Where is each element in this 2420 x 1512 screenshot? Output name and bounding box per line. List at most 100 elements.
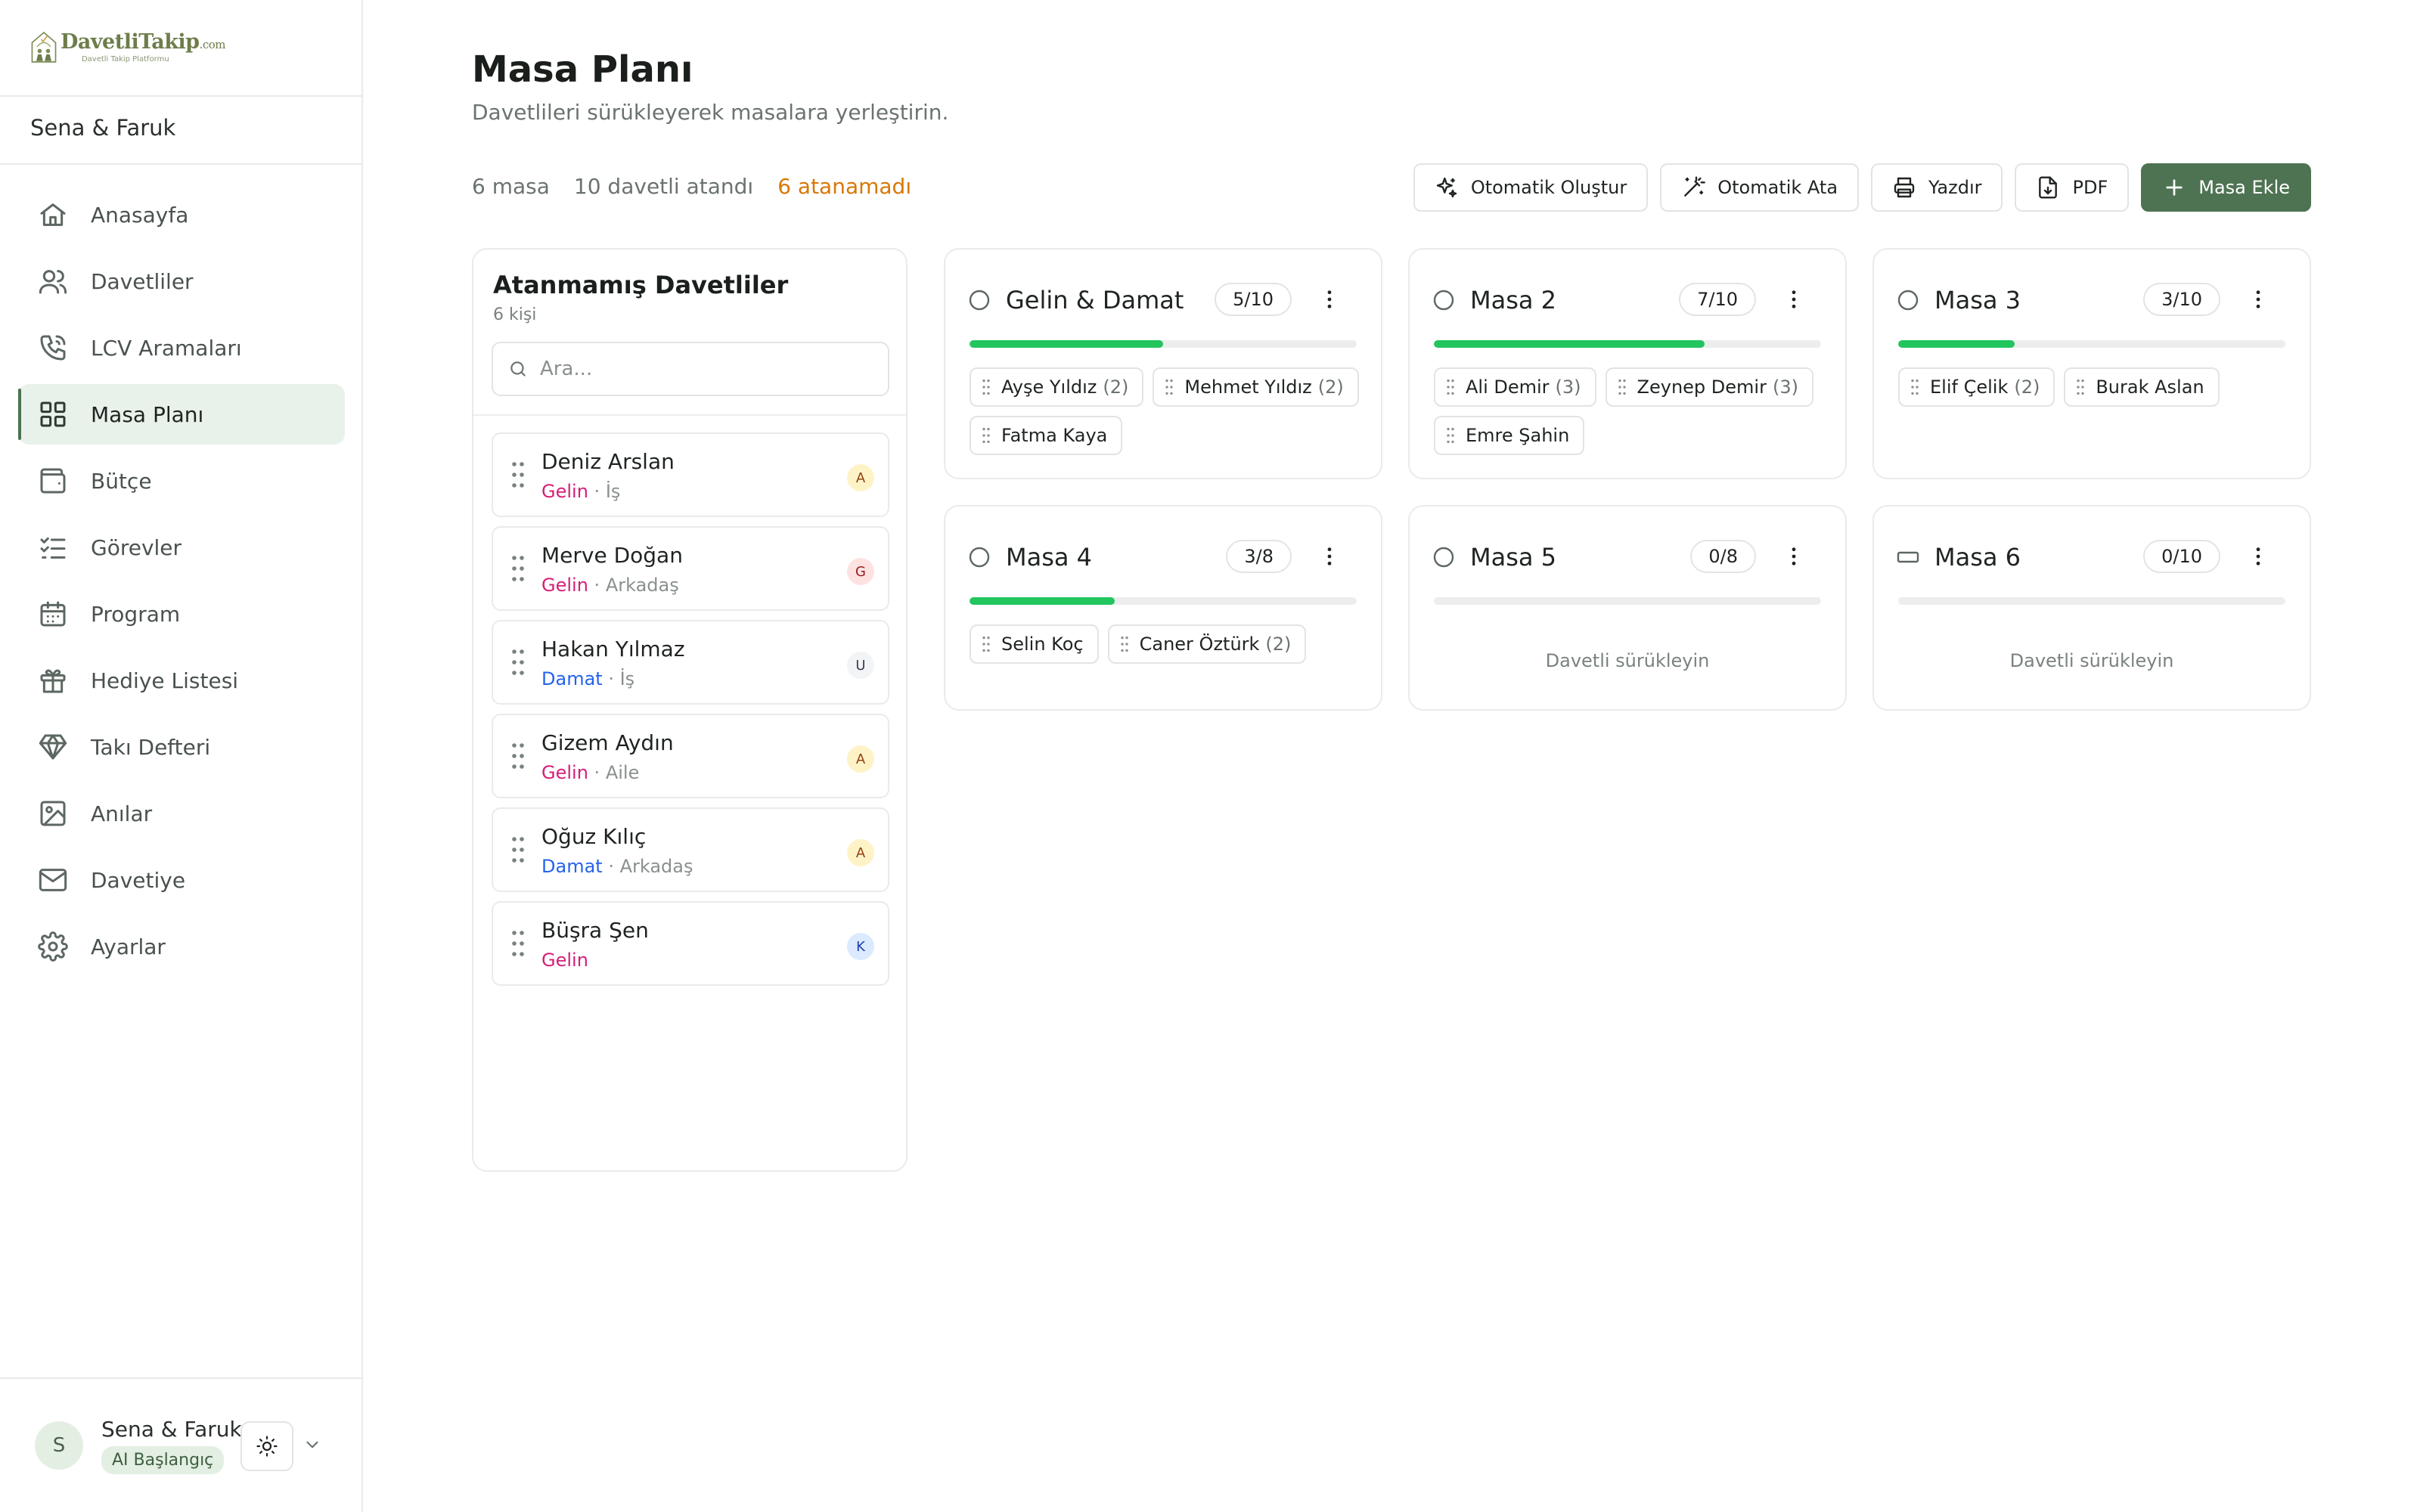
guest-meta: Gelin bbox=[541, 950, 588, 971]
drag-handle-icon[interactable] bbox=[511, 553, 525, 584]
table-card[interactable]: Masa 2 7/10 Ali Demir (3) Zeynep Demir (3) Emr… bbox=[1408, 248, 1847, 479]
guest-meta: Gelin · İş bbox=[541, 481, 620, 502]
rsvp-status-badge: A bbox=[847, 839, 874, 866]
more-vertical-icon[interactable] bbox=[2246, 544, 2270, 569]
table-card[interactable]: Gelin & Damat 5/10 Ayşe Yıldız (2) Mehmet Yı… bbox=[944, 248, 1382, 479]
users-icon bbox=[38, 266, 68, 296]
seated-guest-chip[interactable]: Zeynep Demir (3) bbox=[1605, 367, 1813, 407]
theme-toggle-button[interactable] bbox=[240, 1421, 293, 1471]
seated-guest-chip[interactable]: Selin Koç bbox=[970, 624, 1099, 664]
guest-name: Gizem Aydın bbox=[541, 730, 674, 755]
guest-card[interactable]: Deniz Arslan Gelin · İş A bbox=[492, 432, 889, 517]
drag-handle-icon[interactable] bbox=[511, 460, 525, 490]
sidebar-item-label: Bütçe bbox=[91, 468, 152, 494]
seated-guest-name: Selin Koç bbox=[1001, 634, 1084, 655]
round-table-icon bbox=[968, 289, 991, 311]
rsvp-status-badge: K bbox=[847, 933, 874, 960]
unassigned-guests-panel[interactable]: Atanmamış Davetliler 6 kişi Deniz Arslan… bbox=[472, 248, 908, 1172]
guest-card[interactable]: Oğuz Kılıç Damat · Arkadaş A bbox=[492, 807, 889, 892]
auto-create-button[interactable]: Otomatik Oluştur bbox=[1413, 163, 1649, 212]
drop-zone-hint: Davetli sürükleyin bbox=[1545, 650, 1710, 671]
rsvp-status-badge: A bbox=[847, 745, 874, 773]
search-box[interactable] bbox=[492, 342, 889, 396]
pdf-button[interactable]: PDF bbox=[2015, 163, 2130, 212]
sidebar-item-label: Program bbox=[91, 601, 181, 627]
drag-handle-icon[interactable] bbox=[2076, 378, 2085, 396]
sidebar-item-masa-plani[interactable]: Masa Planı bbox=[18, 384, 345, 445]
sidebar-item-program[interactable]: Program bbox=[18, 584, 345, 644]
add-table-button[interactable]: Masa Ekle bbox=[2141, 163, 2311, 212]
seated-guest-chip[interactable]: Caner Öztürk (2) bbox=[1107, 624, 1307, 664]
project-name[interactable]: Sena & Faruk bbox=[30, 115, 176, 141]
more-vertical-icon[interactable] bbox=[1782, 544, 1806, 569]
seated-guest-chip[interactable]: Burak Aslan bbox=[2064, 367, 2220, 407]
stats-bar: 6 masa 10 davetli atandı 6 atanamadı bbox=[472, 174, 935, 199]
guest-group-separator: · bbox=[602, 856, 620, 877]
seated-guest-chip[interactable]: Ayşe Yıldız (2) bbox=[970, 367, 1144, 407]
logo[interactable]: DavetliTakip.com Davetli Takip Platformu bbox=[29, 15, 226, 80]
rsvp-status-badge: G bbox=[847, 558, 874, 585]
sidebar-item-butce[interactable]: Bütçe bbox=[18, 451, 345, 511]
drag-handle-icon[interactable] bbox=[1446, 378, 1455, 396]
table-card[interactable]: Masa 4 3/8 Selin Koç Caner Öztürk (2) bbox=[944, 505, 1382, 711]
logo-tagline: Davetli Takip Platformu bbox=[81, 55, 169, 64]
sidebar-item-gorevler[interactable]: Görevler bbox=[18, 517, 345, 578]
guest-card[interactable]: Gizem Aydın Gelin · Aile A bbox=[492, 714, 889, 798]
drag-handle-icon[interactable] bbox=[1120, 635, 1129, 653]
guest-group-separator: · bbox=[588, 481, 606, 502]
sidebar-item-anasayfa[interactable]: Anasayfa bbox=[18, 184, 345, 245]
table-name[interactable]: Masa 4 bbox=[1006, 543, 1093, 572]
guest-count: 6 kişi bbox=[493, 305, 537, 324]
drag-handle-icon[interactable] bbox=[511, 741, 525, 771]
drag-handle-icon[interactable] bbox=[982, 635, 991, 653]
drag-handle-icon[interactable] bbox=[511, 835, 525, 865]
logo-mark-icon bbox=[31, 31, 57, 63]
table-card[interactable]: Masa 6 0/10 Davetli sürükleyin bbox=[1872, 505, 2311, 711]
table-name[interactable]: Masa 2 bbox=[1470, 286, 1557, 314]
seated-guest-chip[interactable]: Elif Çelik (2) bbox=[1898, 367, 2055, 407]
drag-handle-icon[interactable] bbox=[511, 647, 525, 677]
table-card[interactable]: Masa 5 0/8 Davetli sürükleyin bbox=[1408, 505, 1847, 711]
drag-handle-icon[interactable] bbox=[511, 928, 525, 959]
seated-guest-chip[interactable]: Emre Şahin bbox=[1434, 416, 1585, 455]
auto-assign-button[interactable]: Otomatik Ata bbox=[1660, 163, 1860, 212]
drag-handle-icon[interactable] bbox=[982, 378, 991, 396]
chevron-down-icon[interactable] bbox=[301, 1433, 324, 1456]
drag-handle-icon[interactable] bbox=[1618, 378, 1627, 396]
table-name[interactable]: Gelin & Damat bbox=[1006, 286, 1184, 314]
sidebar-item-label: Anasayfa bbox=[91, 202, 189, 228]
auto-assign-label: Otomatik Ata bbox=[1717, 177, 1838, 198]
sidebar-item-lcv-aramalari[interactable]: LCV Aramaları bbox=[18, 318, 345, 378]
drag-handle-icon[interactable] bbox=[1165, 378, 1174, 396]
sun-icon bbox=[256, 1435, 278, 1458]
drag-handle-icon[interactable] bbox=[1446, 426, 1455, 445]
guest-card[interactable]: Büşra Şen Gelin K bbox=[492, 901, 889, 986]
sidebar-item-hediye-listesi[interactable]: Hediye Listesi bbox=[18, 650, 345, 711]
more-vertical-icon[interactable] bbox=[1782, 287, 1806, 311]
sidebar-item-ayarlar[interactable]: Ayarlar bbox=[18, 916, 345, 977]
seated-guest-chip[interactable]: Ali Demir (3) bbox=[1434, 367, 1596, 407]
guest-card[interactable]: Hakan Yılmaz Damat · İş U bbox=[492, 620, 889, 705]
user-menu[interactable]: S Sena & Faruk AI Başlangıç bbox=[35, 1415, 337, 1476]
round-table-icon bbox=[1432, 546, 1455, 569]
guest-card[interactable]: Merve Doğan Gelin · Arkadaş G bbox=[492, 526, 889, 611]
sidebar-item-davetiye[interactable]: Davetiye bbox=[18, 850, 345, 910]
table-card[interactable]: Masa 3 3/10 Elif Çelik (2) Burak Aslan bbox=[1872, 248, 2311, 479]
seated-guest-chip[interactable]: Fatma Kaya bbox=[970, 416, 1123, 455]
sidebar-item-davetliler[interactable]: Davetliler bbox=[18, 251, 345, 311]
more-vertical-icon[interactable] bbox=[1317, 287, 1342, 311]
drag-handle-icon[interactable] bbox=[1910, 378, 1919, 396]
sidebar-item-taki-defteri[interactable]: Takı Defteri bbox=[18, 717, 345, 777]
print-button[interactable]: Yazdır bbox=[1871, 163, 2003, 212]
table-name[interactable]: Masa 3 bbox=[1934, 286, 2021, 314]
seated-guest-chip[interactable]: Mehmet Yıldız (2) bbox=[1153, 367, 1359, 407]
drag-handle-icon[interactable] bbox=[982, 426, 991, 445]
auto-create-label: Otomatik Oluştur bbox=[1470, 177, 1627, 198]
more-vertical-icon[interactable] bbox=[1317, 544, 1342, 569]
capacity-badge: 0/10 bbox=[2143, 540, 2220, 573]
table-name[interactable]: Masa 6 bbox=[1934, 543, 2021, 572]
sidebar-item-anilar[interactable]: Anılar bbox=[18, 783, 345, 844]
table-name[interactable]: Masa 5 bbox=[1470, 543, 1557, 572]
more-vertical-icon[interactable] bbox=[2246, 287, 2270, 311]
search-input[interactable] bbox=[540, 358, 873, 380]
